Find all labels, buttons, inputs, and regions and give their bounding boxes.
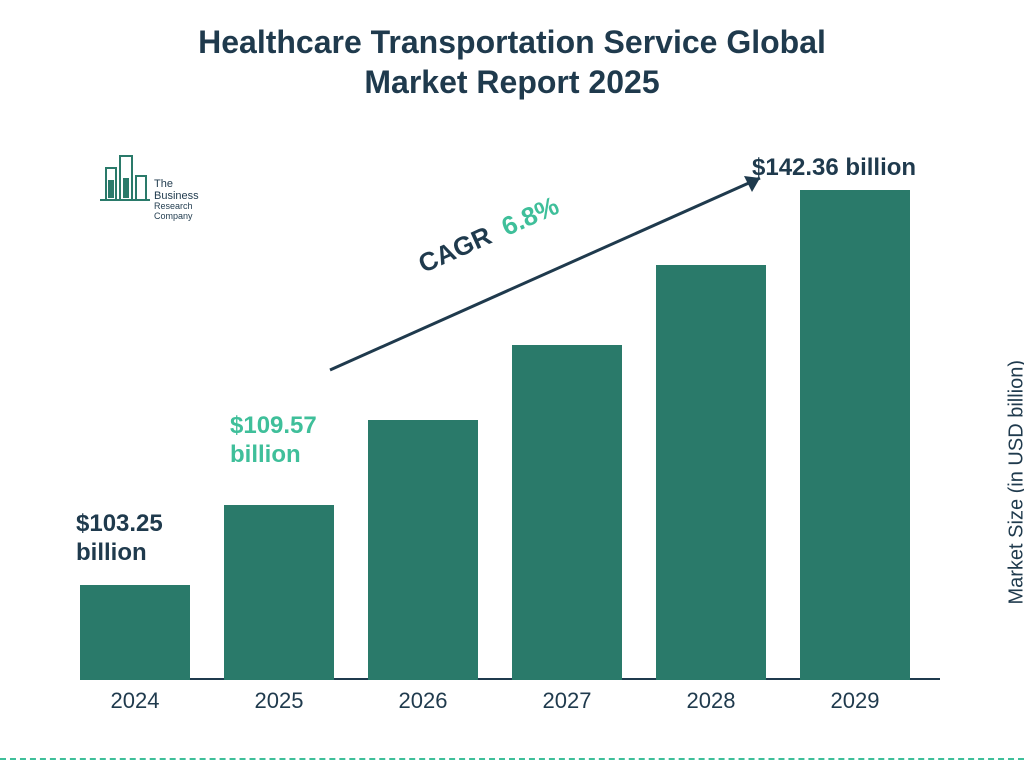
bar-2025 bbox=[224, 505, 334, 680]
bar-2026 bbox=[368, 420, 478, 680]
cagr-value: 6.8% bbox=[497, 190, 563, 242]
y-axis-label: Market Size (in USD billion) bbox=[1006, 360, 1024, 605]
xlabel-2028: 2028 bbox=[656, 688, 766, 714]
bottom-dashed-line bbox=[0, 758, 1024, 760]
bar-2028 bbox=[656, 265, 766, 680]
xlabel-2026: 2026 bbox=[368, 688, 478, 714]
bar-2024 bbox=[80, 585, 190, 680]
callout-first: $103.25billion bbox=[76, 510, 163, 568]
xlabel-2024: 2024 bbox=[80, 688, 190, 714]
cagr-text: CAGR bbox=[414, 220, 496, 279]
chart-title: Healthcare Transportation Service Global… bbox=[0, 22, 1024, 102]
bar-chart: 2024 2025 2026 2027 2028 2029 $103.25bil… bbox=[80, 140, 940, 680]
xlabel-2025: 2025 bbox=[224, 688, 334, 714]
callout-last: $142.36 billion bbox=[752, 154, 916, 183]
cagr-label: CAGR 6.8% bbox=[414, 190, 564, 279]
bar-2029 bbox=[800, 190, 910, 680]
callout-second: $109.57billion bbox=[230, 412, 317, 470]
xlabel-2027: 2027 bbox=[512, 688, 622, 714]
xlabel-2029: 2029 bbox=[800, 688, 910, 714]
bar-2027 bbox=[512, 345, 622, 680]
